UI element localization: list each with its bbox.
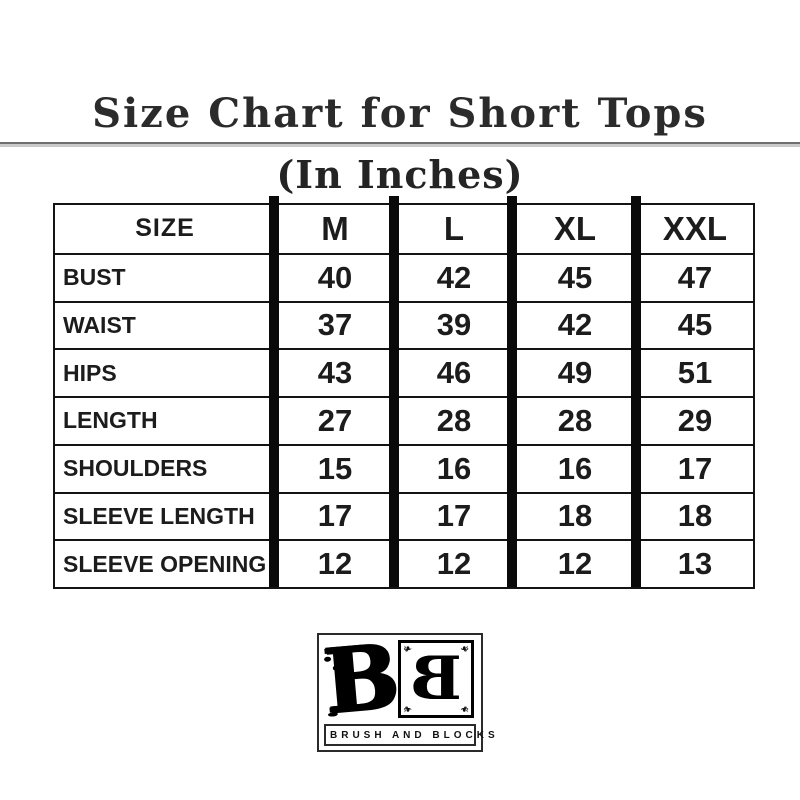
table-cell: 12 [275, 539, 395, 587]
table-cell: 40 [275, 252, 395, 301]
table-cell: 17 [637, 443, 753, 492]
column-header-m: M [321, 209, 349, 247]
table-cell: 42 [513, 300, 637, 349]
table-cell: 18 [513, 491, 637, 540]
divider-line [0, 142, 800, 147]
table-cell: 45 [513, 252, 637, 301]
table-cell: 28 [395, 396, 513, 444]
row-label-length: LENGTH [55, 396, 275, 444]
table-cell: 16 [513, 443, 637, 492]
column-header-xl: XL [553, 209, 597, 247]
table-cell: 42 [395, 252, 513, 301]
table-cell: 51 [637, 348, 753, 396]
brand-logo: B B BRUSH AND BLOCKS [317, 622, 495, 752]
page-title: Size Chart for Short Tops [92, 90, 708, 137]
table-cell: 12 [395, 539, 513, 587]
ornate-block-letter: B [398, 640, 474, 718]
table-cell: 37 [275, 300, 395, 349]
column-header-xxl: XXL [662, 209, 728, 247]
row-label-sleeve-opening: SLEEVE OPENING [55, 539, 275, 587]
table-cell: 17 [275, 491, 395, 540]
table-cell: 29 [637, 396, 753, 444]
column-header-l: L [443, 209, 465, 247]
row-label-bust: BUST [55, 252, 275, 301]
table-cell: 43 [275, 348, 395, 396]
row-label-shoulders: SHOULDERS [55, 443, 275, 492]
logo-monogram: B B [319, 622, 476, 733]
table-cell: 15 [275, 443, 395, 492]
column-separator [269, 196, 279, 587]
column-separator [507, 196, 517, 587]
brand-name: BRUSH AND BLOCKS [324, 724, 495, 746]
row-label-sleeve-length: SLEEVE LENGTH [55, 491, 275, 540]
table-cell: 17 [395, 491, 513, 540]
column-separator [389, 196, 399, 587]
table-cell: 46 [395, 348, 513, 396]
table-cell: 28 [513, 396, 637, 444]
table-cell: 27 [275, 396, 395, 444]
row-label-waist: WAIST [55, 300, 275, 349]
column-separator [631, 196, 641, 587]
size-chart-table: SIZE M L XL XXL BUST 40 42 45 47 WAIST 3… [53, 196, 755, 589]
table-cell: 45 [637, 300, 753, 349]
table-cell: 13 [637, 539, 753, 587]
table-cell: 16 [395, 443, 513, 492]
table-cell: 49 [513, 348, 637, 396]
brush-b-letter: B [319, 622, 403, 733]
row-label-hips: HIPS [55, 348, 275, 396]
table-cell: 18 [637, 491, 753, 540]
table-cell: 12 [513, 539, 637, 587]
page-subtitle: (In Inches) [276, 152, 524, 197]
column-header-size: SIZE [135, 214, 195, 243]
table-cell: 47 [637, 252, 753, 301]
table-cell: 39 [395, 300, 513, 349]
